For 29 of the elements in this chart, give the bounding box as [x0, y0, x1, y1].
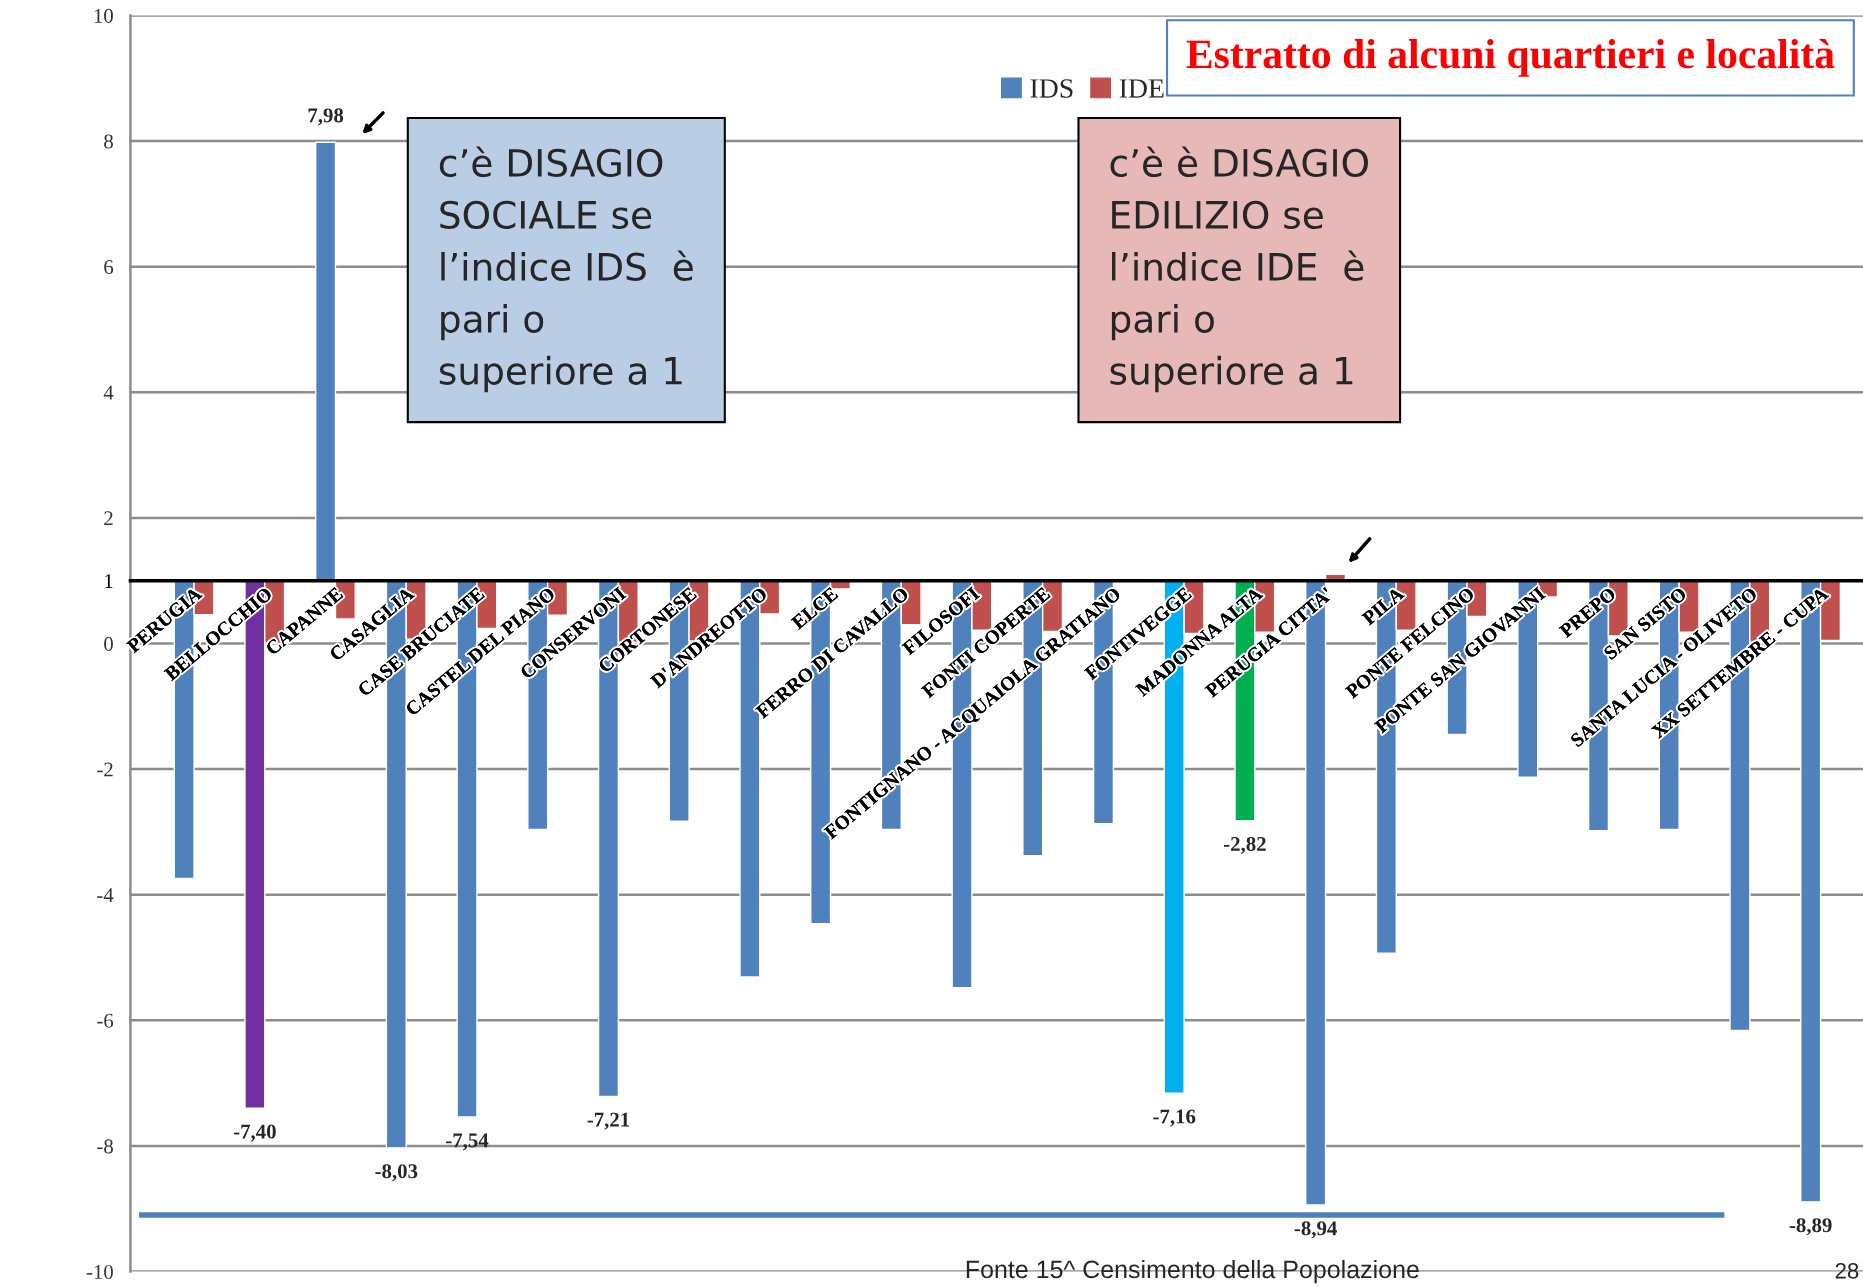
y-tick-label: -8 — [97, 1139, 113, 1154]
y-tick-label: 1 — [105, 574, 113, 588]
text: Estratto di alcuni quartieri e località — [1186, 39, 1835, 77]
data-label: 7,98 — [308, 108, 344, 126]
y-tick-label: 6 — [104, 260, 114, 275]
y-tick-label: 4 — [103, 385, 114, 400]
annotation: 28 — [1835, 1263, 1859, 1279]
y-tick-label: 0 — [104, 636, 113, 651]
annotation: c’è è DISAGIO EDILIZIO se l’indice IDE è pari o superiore a 1 — [1110, 146, 1368, 393]
data-label: -8,94 — [1294, 1221, 1337, 1239]
data-label: -8,03 — [375, 1164, 418, 1182]
data-label: -7,40 — [233, 1124, 276, 1142]
y-tick-label: 10 — [94, 8, 113, 23]
y-tick-label: 8 — [104, 134, 113, 149]
legend-label: IDS — [1030, 79, 1073, 98]
data-label: -7,21 — [587, 1112, 630, 1130]
data-label: -7,16 — [1153, 1109, 1196, 1127]
bar — [314, 141, 337, 582]
annotation: c’è DISAGIO SOCIALE se l’indice IDS è pari o superiore a 1 — [439, 146, 693, 393]
y-tick-label: 2 — [104, 511, 113, 526]
annotation: Fonte 15^ Censimento della Popolazione — [966, 1259, 1419, 1284]
y-tick-label: -4 — [97, 888, 114, 902]
y-tick-label: -10 — [86, 1264, 113, 1279]
legend-label: IDE — [1119, 79, 1164, 98]
data-label: -2,82 — [1223, 836, 1266, 854]
data-label: -8,89 — [1789, 1218, 1832, 1236]
y-tick-label: -2 — [97, 762, 113, 777]
data-label: -7,54 — [446, 1133, 489, 1151]
y-tick-label: -6 — [97, 1013, 114, 1028]
